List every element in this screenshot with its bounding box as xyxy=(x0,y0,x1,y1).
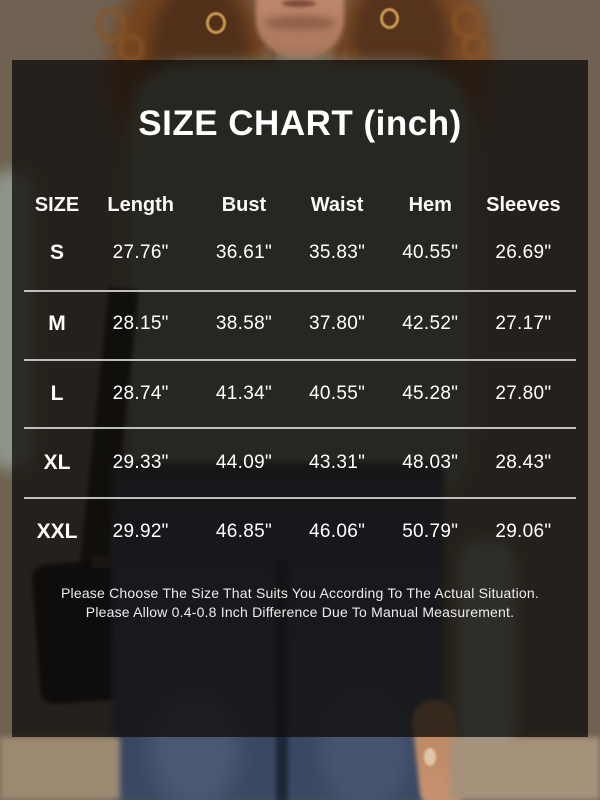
hair-curl xyxy=(452,6,482,38)
length-value: 28.15" xyxy=(112,313,169,334)
hem-value: 40.55" xyxy=(402,242,459,263)
sleeves-value: 27.17" xyxy=(495,313,552,334)
size-chart-header-row: SIZE Length Bust Waist Hem Sleeves xyxy=(30,185,570,225)
column-header-waist: Waist xyxy=(310,193,364,216)
table-row-xl: XL 29.33" 44.09" 43.31" 48.03" 28.43" xyxy=(30,443,570,483)
length-value: 28.74" xyxy=(112,383,169,404)
table-row-s: S 27.76" 36.61" 35.83" 40.55" 26.69" xyxy=(30,233,570,273)
bust-value: 46.85" xyxy=(215,521,272,542)
size-chart-panel: SIZE CHART (inch) SIZE Length Bust Waist… xyxy=(12,60,588,737)
waist-value: 37.80" xyxy=(309,313,366,334)
measurement-note: Please Choose The Size That Suits You Ac… xyxy=(12,584,588,622)
hem-value: 45.28" xyxy=(402,383,459,404)
waist-value: 43.31" xyxy=(309,452,366,473)
bust-value: 41.34" xyxy=(215,383,272,404)
row-divider xyxy=(24,290,576,292)
measurement-note-line2: Please Allow 0.4-0.8 Inch Difference Due… xyxy=(85,604,515,620)
hoop-earring-right xyxy=(380,8,399,29)
size-label: XXL xyxy=(36,520,78,543)
sleeves-value: 26.69" xyxy=(495,242,552,263)
length-value: 29.33" xyxy=(112,452,169,473)
row-divider xyxy=(24,427,576,429)
length-value: 27.76" xyxy=(112,242,169,263)
hoop-earring-left xyxy=(206,12,226,34)
column-header-length: Length xyxy=(107,193,175,216)
waist-value: 35.83" xyxy=(309,242,366,263)
size-label: L xyxy=(50,382,64,405)
size-label: M xyxy=(48,312,66,335)
row-divider xyxy=(24,359,576,361)
column-header-sleeves: Sleeves xyxy=(486,193,561,216)
column-header-bust: Bust xyxy=(221,193,267,216)
table-row-l: L 28.74" 41.34" 40.55" 45.28" 27.80" xyxy=(30,374,570,414)
bust-value: 38.58" xyxy=(215,313,272,334)
row-divider xyxy=(24,497,576,499)
size-label: S xyxy=(49,241,64,264)
measurement-note-line1: Please Choose The Size That Suits You Ac… xyxy=(60,585,539,601)
sleeves-value: 29.06" xyxy=(495,521,552,542)
bust-value: 36.61" xyxy=(215,242,272,263)
hem-value: 42.52" xyxy=(402,313,459,334)
woman-mouth xyxy=(282,0,316,7)
column-header-hem: Hem xyxy=(408,193,452,216)
hem-value: 50.79" xyxy=(402,521,459,542)
column-header-size: SIZE xyxy=(34,193,80,216)
hem-value: 48.03" xyxy=(402,452,459,473)
length-value: 29.92" xyxy=(112,521,169,542)
table-row-m: M 28.15" 38.58" 37.80" 42.52" 27.17" xyxy=(30,304,570,344)
fingernail xyxy=(424,748,436,766)
floor-left xyxy=(0,737,120,800)
floor-right xyxy=(450,737,600,800)
sleeves-value: 27.80" xyxy=(495,383,552,404)
bust-value: 44.09" xyxy=(215,452,272,473)
hair-curl xyxy=(96,8,126,42)
hair-curl xyxy=(462,34,486,60)
waist-value: 40.55" xyxy=(309,383,366,404)
hair-curl xyxy=(118,34,144,62)
sleeves-value: 28.43" xyxy=(495,452,552,473)
table-row-xxl: XXL 29.92" 46.85" 46.06" 50.79" 29.06" xyxy=(30,512,570,552)
size-chart-title: SIZE CHART (inch) xyxy=(138,104,462,143)
size-label: XL xyxy=(43,451,71,474)
waist-value: 46.06" xyxy=(309,521,366,542)
woman-jaw-shadow xyxy=(264,16,336,30)
